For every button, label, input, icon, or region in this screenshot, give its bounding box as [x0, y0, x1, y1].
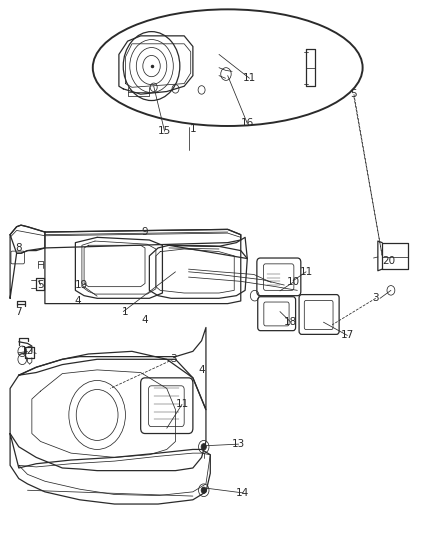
Text: 4: 4	[198, 365, 205, 375]
Text: 13: 13	[232, 439, 245, 449]
Text: 15: 15	[158, 126, 171, 136]
Text: 10: 10	[286, 277, 300, 287]
Text: 1: 1	[122, 306, 129, 317]
Text: 5: 5	[37, 280, 44, 290]
Text: 11: 11	[243, 73, 256, 83]
Circle shape	[201, 443, 206, 450]
Text: 9: 9	[142, 227, 148, 237]
Text: 3: 3	[170, 354, 177, 364]
Text: 8: 8	[15, 243, 22, 253]
Text: 4: 4	[142, 314, 148, 325]
Text: 18: 18	[284, 317, 297, 327]
Circle shape	[201, 487, 206, 494]
Text: 5: 5	[350, 89, 357, 99]
Text: 19: 19	[75, 280, 88, 290]
Text: 1: 1	[190, 124, 196, 134]
Text: 17: 17	[341, 330, 354, 341]
Text: 20: 20	[382, 256, 396, 266]
Text: 11: 11	[175, 399, 189, 409]
Text: 14: 14	[237, 488, 250, 498]
Text: 16: 16	[240, 118, 254, 128]
Text: 4: 4	[74, 296, 81, 306]
Text: 11: 11	[300, 267, 313, 277]
Text: 12: 12	[21, 346, 34, 357]
Text: 3: 3	[372, 293, 379, 303]
Text: 7: 7	[15, 306, 22, 317]
